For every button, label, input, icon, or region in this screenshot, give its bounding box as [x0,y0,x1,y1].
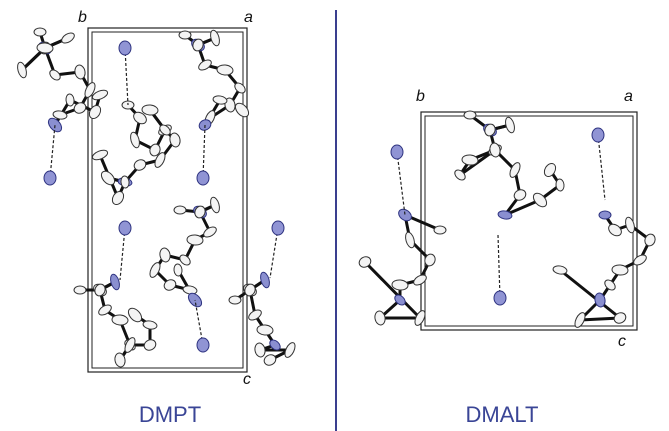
atom [624,216,636,234]
atom [404,231,416,249]
atom [126,306,144,325]
axis-label: a [244,9,253,26]
ion [592,128,604,142]
hydrogen-bond [270,228,278,278]
atom [99,169,117,188]
ion [272,221,284,235]
atom [174,206,186,214]
ion [197,171,209,185]
atom [555,179,564,192]
atom [197,58,213,72]
hydrogen-bond [125,48,128,105]
bond [365,262,420,318]
nitrogen-atom [109,273,121,291]
axis-label: c [618,333,626,350]
nitrogen-atom [259,271,271,289]
atom [112,314,129,325]
atom [247,308,263,322]
hydrogen-bond [397,152,405,215]
figure: b a c DMPT b a c DMALT [0,0,669,431]
axis-label: a [624,88,633,105]
hydrogen-bond [50,125,55,178]
atom [262,353,277,367]
atom [142,338,157,352]
caption: DMPT [139,402,201,427]
atom [254,342,266,358]
atom [552,265,567,275]
atom [87,103,103,120]
atom [48,68,62,82]
ion [119,221,131,235]
atom [202,225,218,239]
atom [233,101,251,120]
atom [606,222,623,238]
ion [494,291,506,305]
atom [142,104,159,115]
atom [110,189,126,206]
atom [217,64,234,75]
atom [129,131,141,149]
axis-label: b [78,9,87,26]
hydrogen-bond [498,235,500,298]
hydrogen-bond [203,125,205,178]
atom [464,111,476,119]
nitrogen-atom [599,211,611,219]
atom [16,61,28,79]
axis-label: b [416,88,425,105]
atom [34,28,46,36]
atom [632,253,648,267]
atom [257,324,274,335]
ion [119,41,131,55]
atom [434,226,446,234]
atom [179,31,191,39]
atom [212,95,227,105]
atom [142,320,157,330]
hydrogen-bond [120,228,125,280]
atom [74,286,86,294]
atom [91,148,109,161]
atom [392,279,409,290]
ion [44,171,56,185]
ion [197,338,209,352]
atom [173,264,182,277]
atom [412,273,428,287]
atom [60,31,76,45]
axis-label: c [243,371,251,388]
ion [391,145,403,159]
hydrogen-bond [598,135,605,200]
atom [462,154,479,165]
atom [504,116,516,134]
atom [229,296,241,304]
caption: DMALT [466,402,539,427]
atom [209,196,221,214]
